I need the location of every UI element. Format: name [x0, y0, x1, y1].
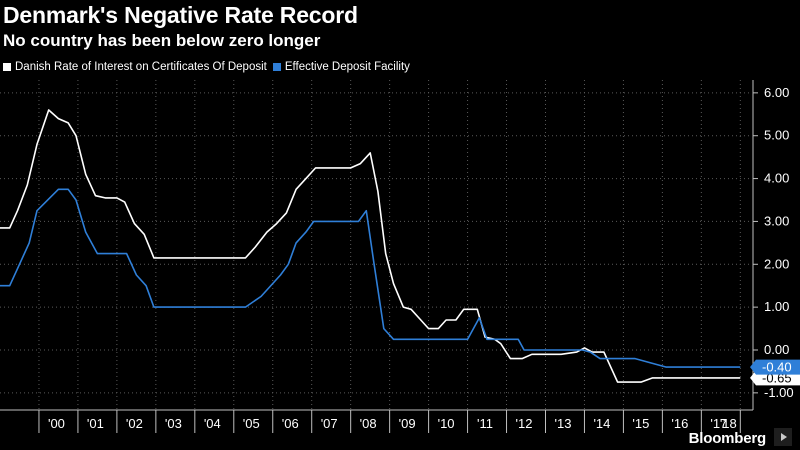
x-tick-label: '08 [360, 416, 377, 431]
x-tick-label: '16 [671, 416, 688, 431]
y-tick-label: 2.00 [764, 256, 789, 271]
x-tick-label: '07 [321, 416, 338, 431]
x-tick-label: '14 [593, 416, 610, 431]
x-tick-label: '15 [632, 416, 649, 431]
legend-item-certificates: Danish Rate of Interest on Certificates … [3, 61, 267, 73]
chart-title: Denmark's Negative Rate Record [3, 2, 358, 28]
series-line-deposit-facility [0, 188, 741, 368]
y-tick-label: 5.00 [764, 128, 789, 143]
legend-swatch-deposit-facility [272, 63, 281, 71]
legend-label-deposit-facility: Effective Deposit Facility [284, 61, 410, 73]
legend-swatch-certificates [3, 63, 11, 71]
bloomberg-logo-text: Bloomberg [688, 430, 767, 447]
chart-subtitle: No country has been below zero longer [3, 31, 321, 50]
x-tick-label: '11 [477, 416, 493, 431]
x-tick-label: '00 [48, 416, 65, 431]
y-tick-label: 6.00 [764, 85, 789, 100]
legend-label-certificates: Danish Rate of Interest on Certificates … [15, 61, 267, 73]
y-tick-label: -1.00 [764, 385, 794, 400]
x-tick-label: '02 [126, 416, 143, 431]
x-tick-label: '17 [710, 416, 727, 431]
x-tick-label: '03 [165, 416, 182, 431]
y-tick-label: 3.00 [764, 213, 789, 228]
x-tick-label: '12 [516, 416, 533, 431]
legend-item-deposit-facility: Effective Deposit Facility [272, 61, 410, 73]
x-tick-label: '10 [438, 416, 455, 431]
play-icon[interactable] [774, 428, 792, 446]
x-tick-label: '04 [204, 416, 221, 431]
chart-legend: Danish Rate of Interest on Certificates … [3, 61, 416, 73]
y-tick-label: 4.00 [764, 171, 789, 186]
x-tick-label: '18 [720, 416, 737, 431]
y-tick-label: 1.00 [764, 299, 789, 314]
series-line-certificates [0, 109, 741, 383]
x-tick-label: '06 [282, 416, 299, 431]
x-tick-label: '01 [87, 416, 104, 431]
last-value-flag-deposit-facility [750, 359, 800, 375]
last-value-label-deposit-facility: -0.40 [762, 360, 792, 375]
x-tick-label: '05 [243, 416, 260, 431]
x-tick-label: '09 [399, 416, 416, 431]
x-tick-label: '13 [554, 416, 571, 431]
y-tick-label: 0.00 [764, 342, 789, 357]
